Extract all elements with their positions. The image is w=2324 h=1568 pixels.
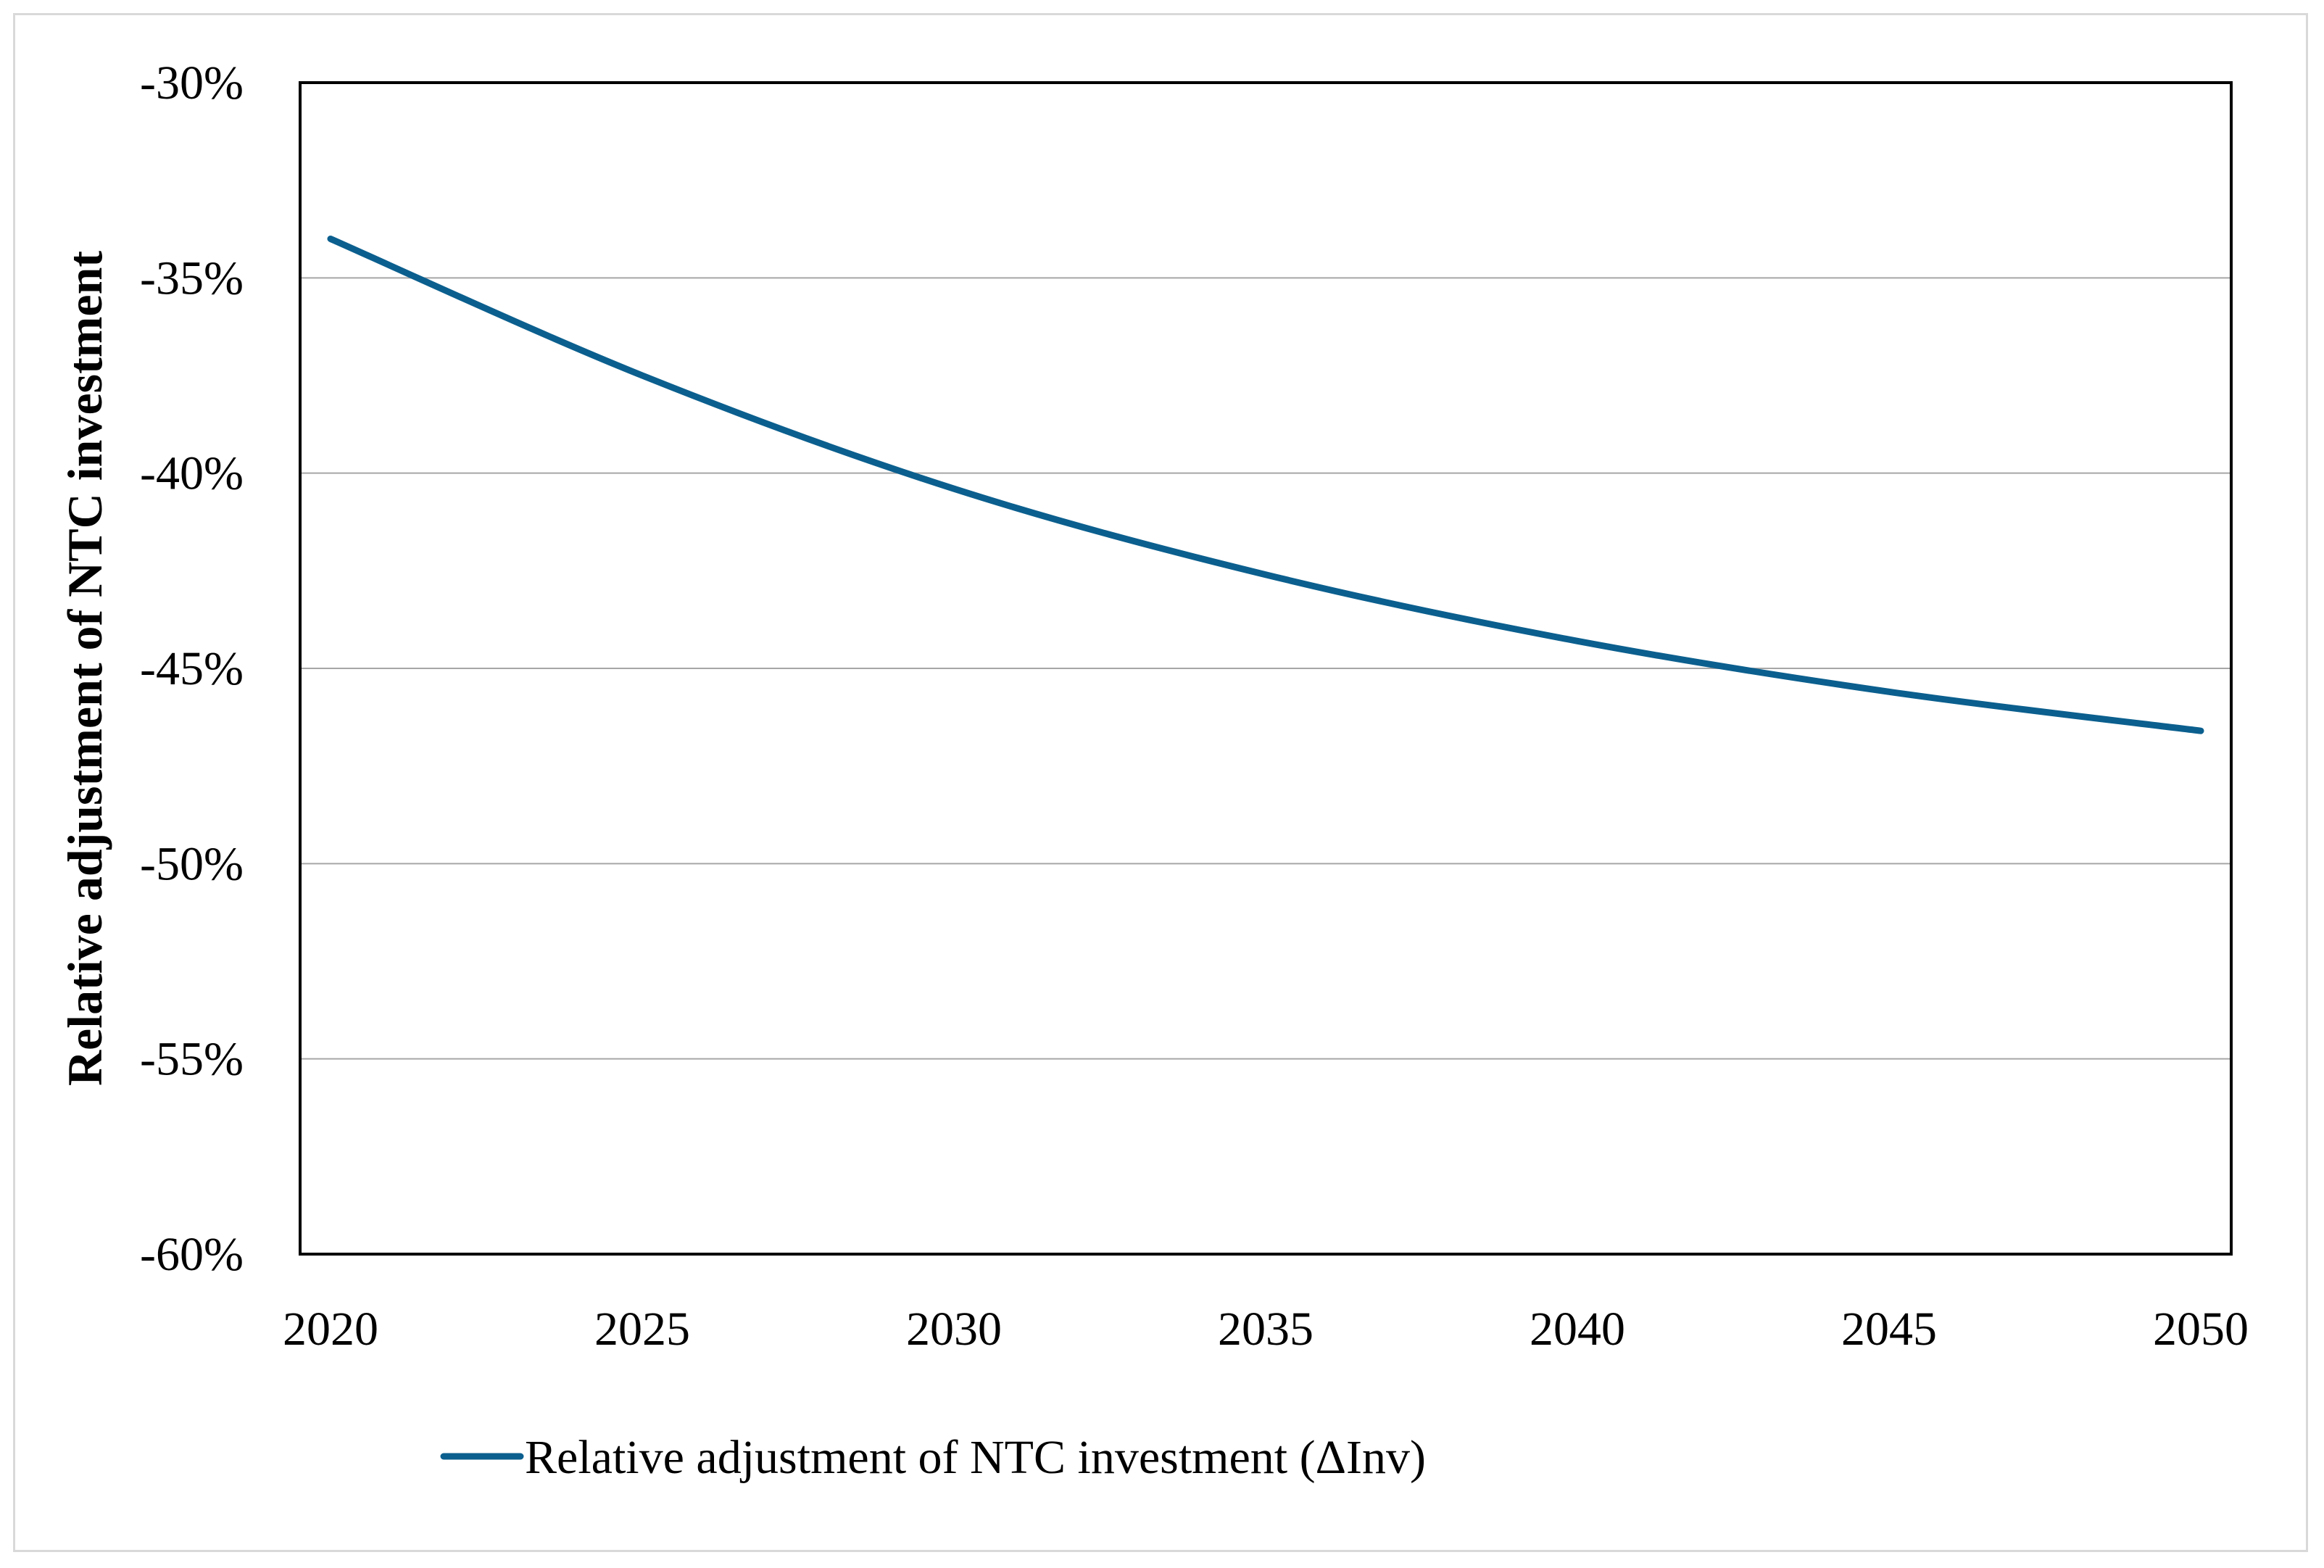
series-group [327, 235, 2204, 734]
x-tick-label: 2020 [283, 1303, 378, 1356]
y-tick-label: -30% [140, 57, 244, 109]
y-tick-label: -60% [140, 1228, 244, 1281]
figure-frame [13, 13, 2308, 1552]
x-tick-label: 2030 [906, 1303, 1002, 1356]
y-tick-label: -35% [140, 252, 244, 304]
x-tick-label: 2040 [1530, 1303, 1625, 1356]
x-axis-ticks: 2020 2025 2030 2035 2040 2045 2050 [283, 1303, 2249, 1356]
y-tick-label: -40% [140, 447, 244, 500]
legend: Relative adjustment of NTC investment (Δ… [440, 1431, 1426, 1484]
x-tick-label: 2050 [2153, 1303, 2249, 1356]
series-line [327, 235, 2204, 734]
plot-area-border [299, 81, 2233, 1256]
x-tick-label: 2045 [1841, 1303, 1937, 1356]
y-axis-ticks: -30% -35% -40% -45% -50% -55% -60% [140, 57, 244, 1281]
legend-label: Relative adjustment of NTC investment (Δ… [525, 1431, 1426, 1484]
x-tick-label: 2025 [594, 1303, 690, 1356]
y-axis-label: Relative adjustment of NTC investment [57, 251, 112, 1086]
gridlines [300, 277, 2231, 1060]
y-tick-label: -50% [140, 837, 244, 890]
y-tick-label: -45% [140, 642, 244, 695]
y-tick-label: -55% [140, 1033, 244, 1086]
x-tick-label: 2035 [1218, 1303, 1314, 1356]
